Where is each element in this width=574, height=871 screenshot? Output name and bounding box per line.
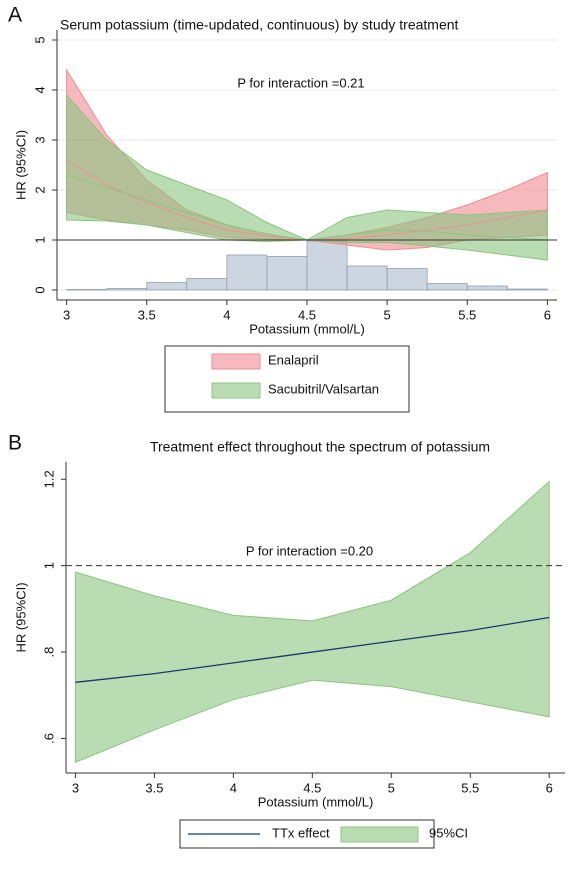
legend-label: TTx effect	[272, 825, 330, 840]
histogram-bar	[386, 268, 428, 291]
histogram-bar	[306, 240, 348, 291]
y-tick-label: .8	[41, 647, 56, 658]
x-axis-title: Potassium (mmol/L)	[249, 321, 365, 336]
legend-label: Sacubitril/Valsartan	[268, 381, 379, 396]
annotation: P for interaction =0.20	[246, 543, 373, 558]
legend-key	[340, 826, 419, 843]
histogram-bar	[506, 288, 548, 291]
panel-label: A	[8, 4, 22, 27]
y-tick-label: 1.2	[41, 470, 56, 488]
y-tick-label: 3	[32, 136, 47, 143]
histogram-bar	[226, 254, 268, 291]
x-tick-label: 3	[72, 780, 79, 795]
x-tick-label: 3.5	[138, 307, 156, 322]
x-tick-label: 5.5	[458, 307, 476, 322]
x-axis-title: Potassium (mmol/L)	[258, 794, 374, 809]
ci-band	[66, 93, 548, 261]
histogram-bar	[186, 278, 228, 291]
y-tick-label: 2	[32, 186, 47, 193]
histogram-bar	[266, 256, 308, 291]
x-tick-label: 5.5	[461, 780, 479, 795]
histogram-bar	[106, 288, 148, 291]
legend-key	[211, 382, 261, 399]
annotation: P for interaction =0.21	[237, 75, 364, 90]
chart-title: Treatment effect throughout the spectrum…	[150, 439, 490, 455]
legend-label: Enalapril	[268, 352, 319, 367]
y-tick-label: 1	[41, 562, 56, 569]
x-tick-label: 4	[223, 307, 230, 322]
x-tick-label: 6	[546, 780, 553, 795]
y-tick-label: 0	[32, 286, 47, 293]
estimate-line	[75, 616, 550, 683]
x-tick-label: 3	[63, 307, 70, 322]
y-axis-title: HR (95%CI)	[13, 130, 28, 200]
legend-box	[164, 345, 410, 413]
x-tick-label: 3.5	[145, 780, 163, 795]
y-tick-label: .6	[41, 733, 56, 744]
histogram-bar	[146, 282, 188, 291]
chart-title: Serum potassium (time-updated, continuou…	[60, 17, 459, 33]
x-tick-label: 6	[544, 307, 551, 322]
x-tick-label: 5	[388, 780, 395, 795]
histogram-bar	[346, 265, 388, 291]
histogram-bar	[66, 289, 108, 291]
histogram-bar	[426, 283, 468, 291]
x-tick-label: 5	[384, 307, 391, 322]
x-tick-label: 4	[230, 780, 237, 795]
y-tick-label: 4	[32, 86, 47, 93]
y-axis-title: HR (95%CI)	[13, 582, 28, 652]
panel-label: B	[8, 432, 22, 455]
x-tick-label: 4.5	[298, 307, 316, 322]
histogram-bar	[466, 285, 508, 291]
x-tick-label: 4.5	[303, 780, 321, 795]
ci-band	[74, 480, 550, 763]
y-tick-label: 5	[32, 36, 47, 43]
y-tick-label: 1	[32, 236, 47, 243]
legend-key	[211, 353, 261, 370]
legend-label: 95%CI	[429, 825, 468, 840]
